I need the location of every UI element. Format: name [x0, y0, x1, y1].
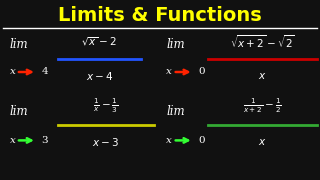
- Text: 4: 4: [42, 68, 48, 76]
- Text: x: x: [166, 68, 172, 76]
- Text: lim: lim: [10, 105, 28, 118]
- Text: x: x: [166, 136, 172, 145]
- Text: 0: 0: [198, 68, 205, 76]
- Text: lim: lim: [166, 105, 185, 118]
- Text: $\sqrt{x+2} - \sqrt{2}$: $\sqrt{x+2} - \sqrt{2}$: [230, 33, 295, 50]
- Text: $\sqrt{x} - 2$: $\sqrt{x} - 2$: [81, 35, 117, 48]
- Text: x: x: [10, 68, 15, 76]
- Text: 0: 0: [198, 136, 205, 145]
- Text: $x - 4$: $x - 4$: [85, 70, 113, 82]
- Text: $x$: $x$: [258, 137, 267, 147]
- Text: $x$: $x$: [258, 71, 267, 81]
- Text: lim: lim: [10, 39, 28, 51]
- Text: $x - 3$: $x - 3$: [92, 136, 119, 148]
- Text: 3: 3: [42, 136, 48, 145]
- Text: $\frac{1}{x+2} - \frac{1}{2}$: $\frac{1}{x+2} - \frac{1}{2}$: [243, 97, 282, 115]
- Text: x: x: [10, 136, 15, 145]
- Text: $\frac{1}{x} - \frac{1}{3}$: $\frac{1}{x} - \frac{1}{3}$: [93, 97, 118, 115]
- Text: Limits & Functions: Limits & Functions: [58, 6, 262, 25]
- Text: lim: lim: [166, 39, 185, 51]
